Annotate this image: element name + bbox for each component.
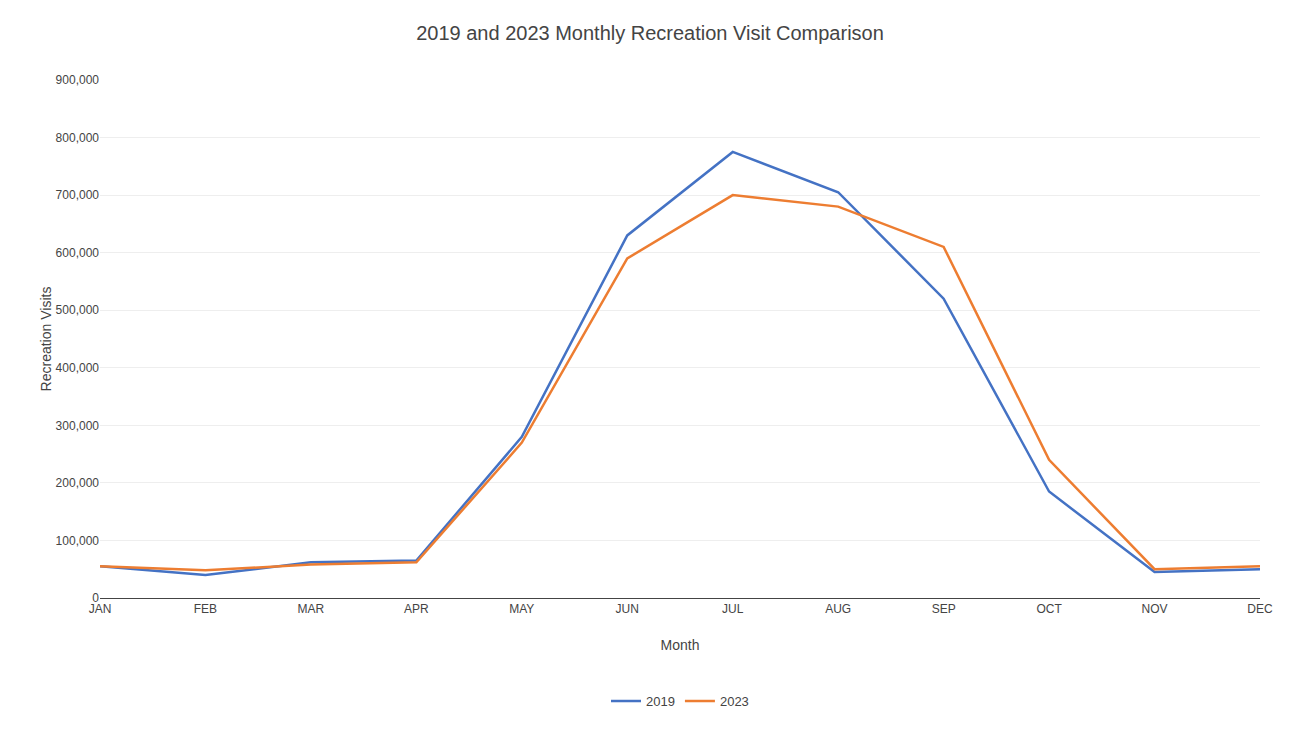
svg-text:JAN: JAN	[89, 602, 112, 616]
svg-text:200,000: 200,000	[56, 476, 100, 490]
svg-text:JUL: JUL	[722, 602, 744, 616]
svg-text:0: 0	[92, 591, 99, 605]
svg-text:JUN: JUN	[616, 602, 639, 616]
svg-text:OCT: OCT	[1036, 602, 1062, 616]
svg-text:300,000: 300,000	[56, 419, 100, 433]
svg-text:600,000: 600,000	[56, 246, 100, 260]
svg-text:400,000: 400,000	[56, 361, 100, 375]
svg-text:100,000: 100,000	[56, 534, 100, 548]
svg-text:2019 and 2023 Monthly Recreati: 2019 and 2023 Monthly Recreation Visit C…	[416, 22, 884, 44]
svg-text:NOV: NOV	[1142, 602, 1168, 616]
svg-text:FEB: FEB	[194, 602, 217, 616]
svg-text:AUG: AUG	[825, 602, 851, 616]
svg-text:MAR: MAR	[298, 602, 325, 616]
svg-text:2019: 2019	[646, 694, 675, 709]
svg-text:APR: APR	[404, 602, 429, 616]
svg-text:2023: 2023	[720, 694, 749, 709]
svg-text:500,000: 500,000	[56, 303, 100, 317]
svg-text:Recreation Visits: Recreation Visits	[38, 287, 54, 392]
svg-text:700,000: 700,000	[56, 188, 100, 202]
svg-text:Month: Month	[661, 637, 700, 653]
svg-text:900,000: 900,000	[56, 73, 100, 87]
svg-text:DEC: DEC	[1247, 602, 1273, 616]
svg-text:MAY: MAY	[509, 602, 534, 616]
svg-text:SEP: SEP	[932, 602, 956, 616]
svg-text:800,000: 800,000	[56, 131, 100, 145]
